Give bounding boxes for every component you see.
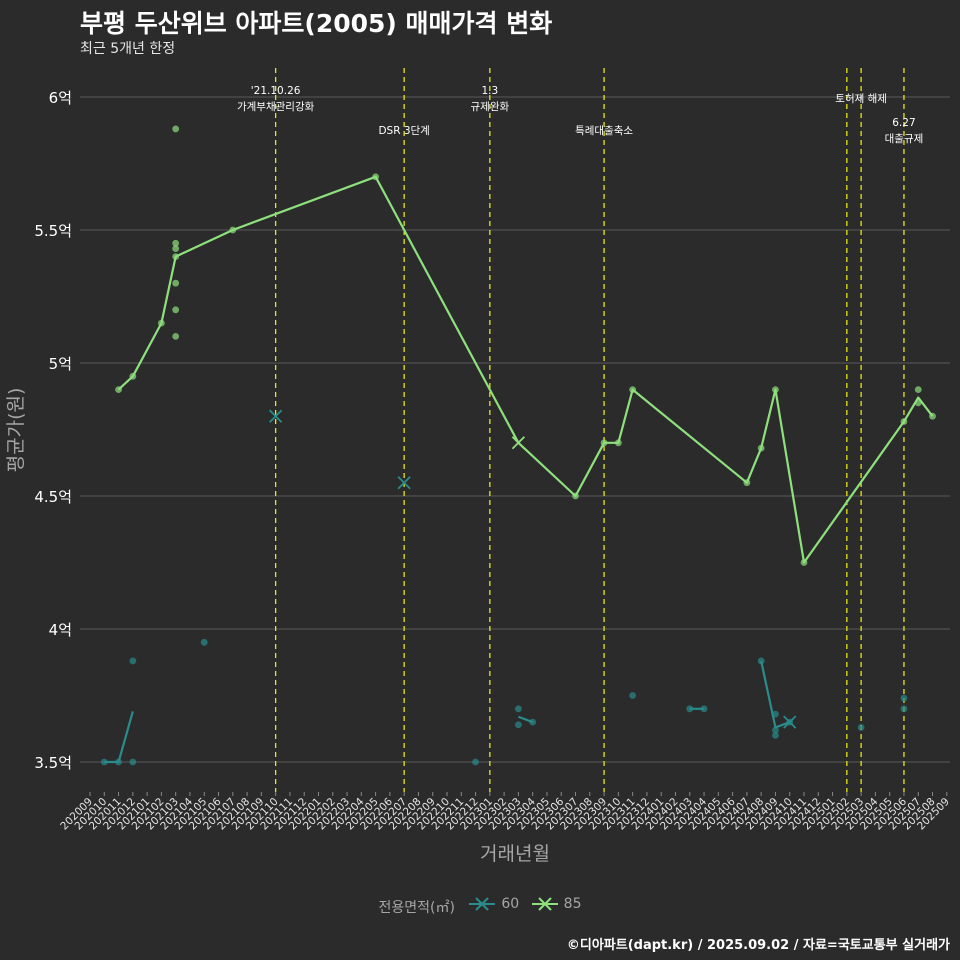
data-point bbox=[614, 439, 622, 447]
data-point bbox=[572, 492, 579, 500]
x-marker bbox=[783, 715, 797, 729]
data-point bbox=[229, 226, 237, 234]
x-marker bbox=[511, 436, 526, 450]
grid-lines bbox=[80, 96, 950, 763]
data-point bbox=[515, 705, 522, 713]
data-point bbox=[472, 758, 479, 766]
legend-label-85: 85 bbox=[563, 896, 582, 912]
data-point bbox=[515, 721, 522, 729]
y-axis-label: 평균가(원) bbox=[5, 388, 27, 473]
data-point bbox=[629, 692, 637, 699]
data-point bbox=[629, 386, 637, 393]
legend-label-60: 60 bbox=[501, 896, 520, 912]
data-point bbox=[115, 386, 122, 393]
data-point bbox=[115, 758, 122, 766]
y-tick-label: 5억 bbox=[49, 355, 72, 373]
legend-item-60: 60 bbox=[469, 896, 519, 912]
data-point bbox=[172, 125, 180, 133]
event-annotation: 6.27 bbox=[892, 117, 915, 129]
data-point bbox=[172, 333, 180, 340]
data-point bbox=[129, 758, 137, 766]
event-annotation: 토허제 해제 bbox=[835, 92, 887, 105]
data-point bbox=[800, 559, 808, 566]
data-point bbox=[200, 638, 208, 646]
data-point bbox=[100, 758, 108, 766]
event-annotation: 규제완화 bbox=[471, 100, 510, 113]
y-tick-label: 5.5억 bbox=[34, 222, 72, 240]
data-point bbox=[772, 710, 779, 718]
data-point bbox=[686, 705, 694, 713]
data-point bbox=[929, 412, 936, 420]
data-point bbox=[158, 319, 165, 327]
data-point bbox=[529, 718, 537, 726]
data-point bbox=[700, 705, 708, 713]
event-annotation: 1.3 bbox=[481, 85, 498, 97]
series-line bbox=[117, 175, 934, 564]
data-point bbox=[600, 439, 608, 447]
data-point bbox=[757, 444, 765, 452]
event-annotation: DSR 3단계 bbox=[378, 125, 429, 137]
source-caption: ©디아파트(dapt.kr) / 2025.09.02 / 자료=국토교통부 실… bbox=[566, 938, 950, 953]
legend: 전용면적(㎡) 60 85 bbox=[0, 896, 960, 917]
event-annotation: 특례대출축소 bbox=[575, 125, 633, 137]
event-annotation: 대출규제 bbox=[885, 133, 924, 145]
data-point bbox=[772, 732, 779, 739]
chart-title: 부평 두산위브 아파트(2005) 매매가격 변화 bbox=[80, 9, 553, 38]
y-axis-ticks: 3.5억 4억 4.5억 5억 5.5억 6억 bbox=[34, 89, 72, 772]
event-annotation: '21.10.26 bbox=[251, 85, 301, 97]
y-tick-label: 4억 bbox=[49, 621, 72, 639]
chart-subtitle: 최근 5개년 한정 bbox=[80, 41, 176, 57]
x-marker bbox=[397, 476, 411, 490]
data-point bbox=[172, 279, 180, 287]
legend-title: 전용면적(㎡) bbox=[378, 900, 455, 916]
y-tick-label: 3.5억 bbox=[34, 754, 72, 772]
legend-item-85: 85 bbox=[531, 896, 582, 912]
data-point bbox=[772, 726, 779, 734]
data-point bbox=[900, 705, 908, 713]
data-point bbox=[857, 724, 865, 731]
series-60 bbox=[100, 409, 908, 766]
series-85 bbox=[115, 125, 936, 566]
data-point bbox=[172, 239, 180, 247]
event-annotation: 가계부채관리강화 bbox=[237, 101, 315, 113]
x-marker bbox=[269, 409, 283, 423]
legend-key-60 bbox=[469, 897, 496, 911]
y-tick-label: 6억 bbox=[49, 89, 72, 107]
data-point bbox=[743, 479, 751, 487]
legend-key-85 bbox=[531, 897, 558, 911]
series-line bbox=[104, 711, 134, 764]
data-point bbox=[172, 253, 180, 260]
data-point bbox=[129, 372, 137, 380]
data-point bbox=[172, 306, 180, 314]
data-point bbox=[914, 386, 922, 393]
data-point bbox=[757, 657, 765, 665]
x-axis-ticks: 2020092020102020112020122021012021022021… bbox=[58, 792, 952, 832]
data-point bbox=[129, 657, 137, 665]
data-point bbox=[372, 173, 379, 181]
x-axis-label: 거래년월 bbox=[480, 843, 550, 865]
y-tick-label: 4.5억 bbox=[34, 488, 72, 506]
data-point bbox=[172, 245, 180, 253]
data-point bbox=[900, 418, 908, 425]
data-point bbox=[900, 694, 908, 702]
data-point bbox=[914, 399, 922, 407]
data-point bbox=[772, 386, 779, 393]
